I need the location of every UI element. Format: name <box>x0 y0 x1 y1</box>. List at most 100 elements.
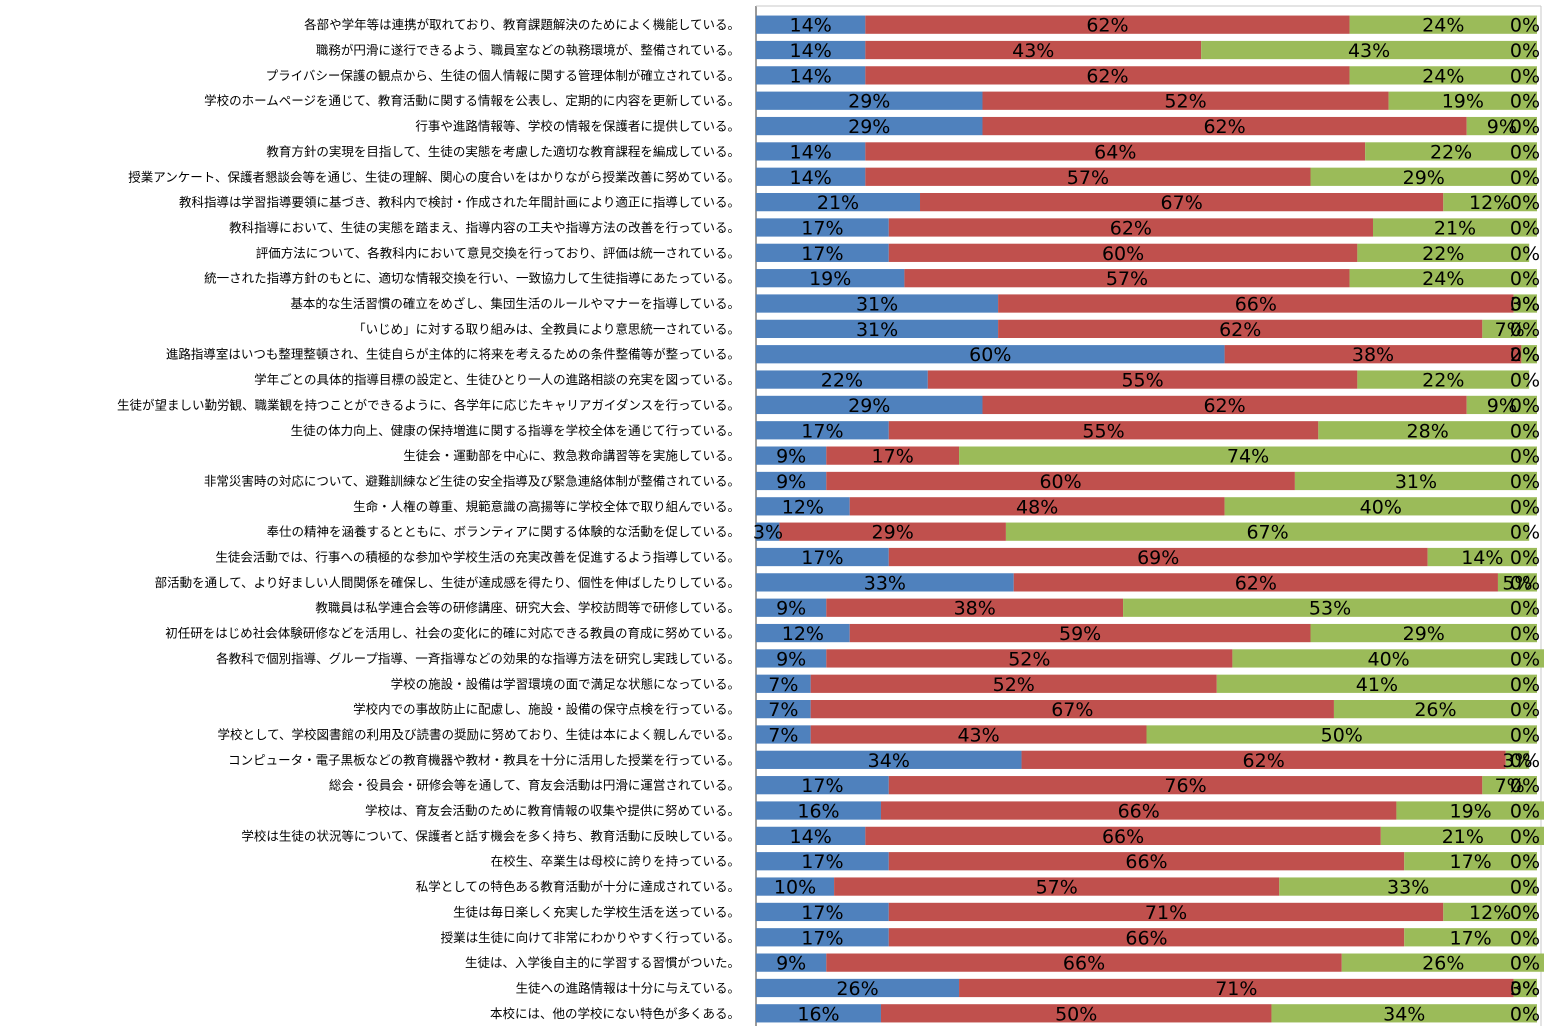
category-label: 学校のホームページを通じて、教育活動に関する情報を公表し、定期的に内容を更新して… <box>204 93 740 108</box>
bar-segment-series-1 <box>756 294 999 313</box>
bar-segment-series-1 <box>756 15 866 34</box>
data-label-series-2: 57% <box>1036 877 1078 899</box>
bar-segment-series-1 <box>756 522 780 541</box>
data-label-series-3: 22% <box>1422 243 1464 265</box>
data-label-series-1: 29% <box>848 91 890 113</box>
bar-segment-series-1 <box>756 699 811 719</box>
bar-segment-series-2 <box>888 218 1373 237</box>
data-label-series-2: 66% <box>1063 953 1105 975</box>
category-label: 部活動を通して、より好ましい人間関係を確保し、生徒が達成感を得たり、個性を伸ばし… <box>155 575 740 590</box>
data-label-series-2: 52% <box>1164 91 1206 113</box>
bar-segment-series-2 <box>1021 750 1506 769</box>
category-label: 生徒は、入学後自主的に学習する習慣がついた。 <box>465 955 740 970</box>
data-label-series-4: 0% <box>1510 496 1540 518</box>
category-label: 生徒が望ましい勤労観、職業観を持つことができるように、各学年に応じたキャリアガイ… <box>117 397 740 412</box>
data-label-series-2: 66% <box>1125 851 1167 873</box>
data-label-series-2: 60% <box>1039 471 1081 493</box>
bar-segment-series-3 <box>1123 598 1537 617</box>
data-label-series-2: 57% <box>1067 167 1109 189</box>
bar-segment-series-2 <box>982 91 1389 110</box>
data-label-series-1: 17% <box>801 927 843 949</box>
category-label: 基本的な生活習慣の確立をめざし、集団生活のルールやマナーを指導している。 <box>290 296 740 311</box>
category-label: 各教科で個別指導、グループ指導、一斉指導などの効果的な指導方法を研究し実践してい… <box>216 651 740 666</box>
category-label: 学校内での事故防止に配慮し、施設・設備の保守点検を行っている。 <box>353 702 740 717</box>
bar-segment-series-1 <box>756 801 881 820</box>
category-label: 非常災害時の対応について、避難訓練など生徒の安全指導及び緊急連絡体制が整備されて… <box>204 473 740 488</box>
data-label-series-1: 17% <box>801 547 843 569</box>
bar-segment-series-1 <box>756 395 983 415</box>
bar-segment-series-2 <box>865 167 1311 186</box>
bar-segment-series-3 <box>1333 699 1537 719</box>
data-label-series-4: 0% <box>1510 851 1540 873</box>
data-label-series-2: 76% <box>1164 775 1206 797</box>
data-label-series-1: 14% <box>790 167 832 189</box>
category-label: 教科指導は学習指導要領に基づき、教科内で検討・作成された年間計画により適正に指導… <box>179 195 740 210</box>
data-label-series-1: 14% <box>790 65 832 87</box>
data-label-series-2: 62% <box>1086 15 1128 37</box>
data-label-series-3: 12% <box>1469 902 1511 924</box>
data-label-series-4: 0% <box>1510 243 1540 265</box>
data-label-series-1: 9% <box>776 471 806 493</box>
data-label-series-4: 0% <box>1510 572 1540 594</box>
category-label: プライバシー保護の観点から、生徒の個人情報に関する管理体制が確立されている。 <box>266 68 740 83</box>
data-label-series-4: 0% <box>1510 116 1540 138</box>
bar-segment-series-3 <box>1466 116 1537 136</box>
bar-segment-series-2 <box>826 446 960 465</box>
data-label-series-1: 17% <box>801 902 843 924</box>
bar-segment-series-2 <box>998 319 1483 339</box>
bar-segment-series-1 <box>756 40 866 60</box>
data-label-series-2: 52% <box>1008 648 1050 670</box>
data-label-series-2: 62% <box>1203 116 1245 138</box>
bar-segment-series-1 <box>756 953 827 972</box>
data-label-series-4: 0% <box>1510 370 1540 392</box>
bar-segment-series-3 <box>1318 421 1537 440</box>
data-label-series-3: 9% <box>1487 395 1517 417</box>
category-label: 職務が円滑に遂行できるよう、職員室などの執務環境が、整備されている。 <box>316 43 740 58</box>
bar-segment-series-1 <box>756 421 889 440</box>
data-label-series-4: 0% <box>1510 877 1540 899</box>
bar-segment-series-3 <box>1482 776 1537 795</box>
data-label-series-3: 26% <box>1422 953 1464 975</box>
bar-segment-series-2 <box>810 674 1217 693</box>
bar-segment-series-3 <box>1271 1004 1537 1023</box>
data-label-series-4: 0% <box>1510 927 1540 949</box>
data-label-series-1: 12% <box>782 496 824 518</box>
bar-segment-series-3 <box>959 446 1537 465</box>
data-label-series-3: 22% <box>1430 141 1472 163</box>
data-label-series-2: 43% <box>957 724 999 746</box>
bar-segment-series-1 <box>756 446 827 465</box>
data-label-series-4: 0% <box>1510 65 1540 87</box>
bar-segment-series-2 <box>865 826 1381 846</box>
data-label-series-3: 40% <box>1360 496 1402 518</box>
category-label: 各部や学年等は連携が取れており、教育課題解決のためによく機能している。 <box>304 17 740 32</box>
data-label-series-3: 19% <box>1449 801 1491 823</box>
data-label-series-4: 0% <box>1510 978 1540 1000</box>
category-label: 評価方法について、各教科内において意見交換を行っており、評価は統一されている。 <box>256 245 740 260</box>
data-label-series-3: 50% <box>1321 724 1363 746</box>
bar-segment-series-2 <box>880 801 1397 820</box>
bar-segment-series-1 <box>756 142 866 161</box>
data-label-series-2: 52% <box>993 674 1035 696</box>
data-label-series-4: 0% <box>1510 598 1540 620</box>
bar-segment-series-2 <box>888 902 1444 922</box>
data-label-series-1: 60% <box>969 344 1011 366</box>
data-label-series-2: 62% <box>1235 572 1277 594</box>
bar-segment-series-2 <box>880 1004 1272 1023</box>
bar-segment-series-2 <box>888 243 1358 262</box>
category-label: 教育方針の実現を目指して、生徒の実態を考慮した適切な教育課程を編成している。 <box>266 144 740 159</box>
data-label-series-4: 0% <box>1510 91 1540 113</box>
data-label-series-4: 0% <box>1510 319 1540 341</box>
data-label-series-2: 62% <box>1219 319 1261 341</box>
data-label-series-2: 50% <box>1055 1003 1097 1025</box>
data-label-series-1: 29% <box>848 116 890 138</box>
data-label-series-2: 67% <box>1051 699 1093 721</box>
data-label-series-2: 71% <box>1145 902 1187 924</box>
bar-segment-series-3 <box>1349 15 1537 34</box>
data-label-series-4: 0% <box>1510 192 1540 214</box>
category-label: 授業は生徒に向けて非常にわかりやすく行っている。 <box>441 930 740 945</box>
category-label: 教科指導において、生徒の実態を踏まえ、指導内容の工夫や指導方法の改善を行っている… <box>229 220 740 235</box>
bar-segment-series-3 <box>1224 497 1537 516</box>
bar-segment-series-3 <box>1505 750 1530 769</box>
data-label-series-1: 17% <box>801 851 843 873</box>
